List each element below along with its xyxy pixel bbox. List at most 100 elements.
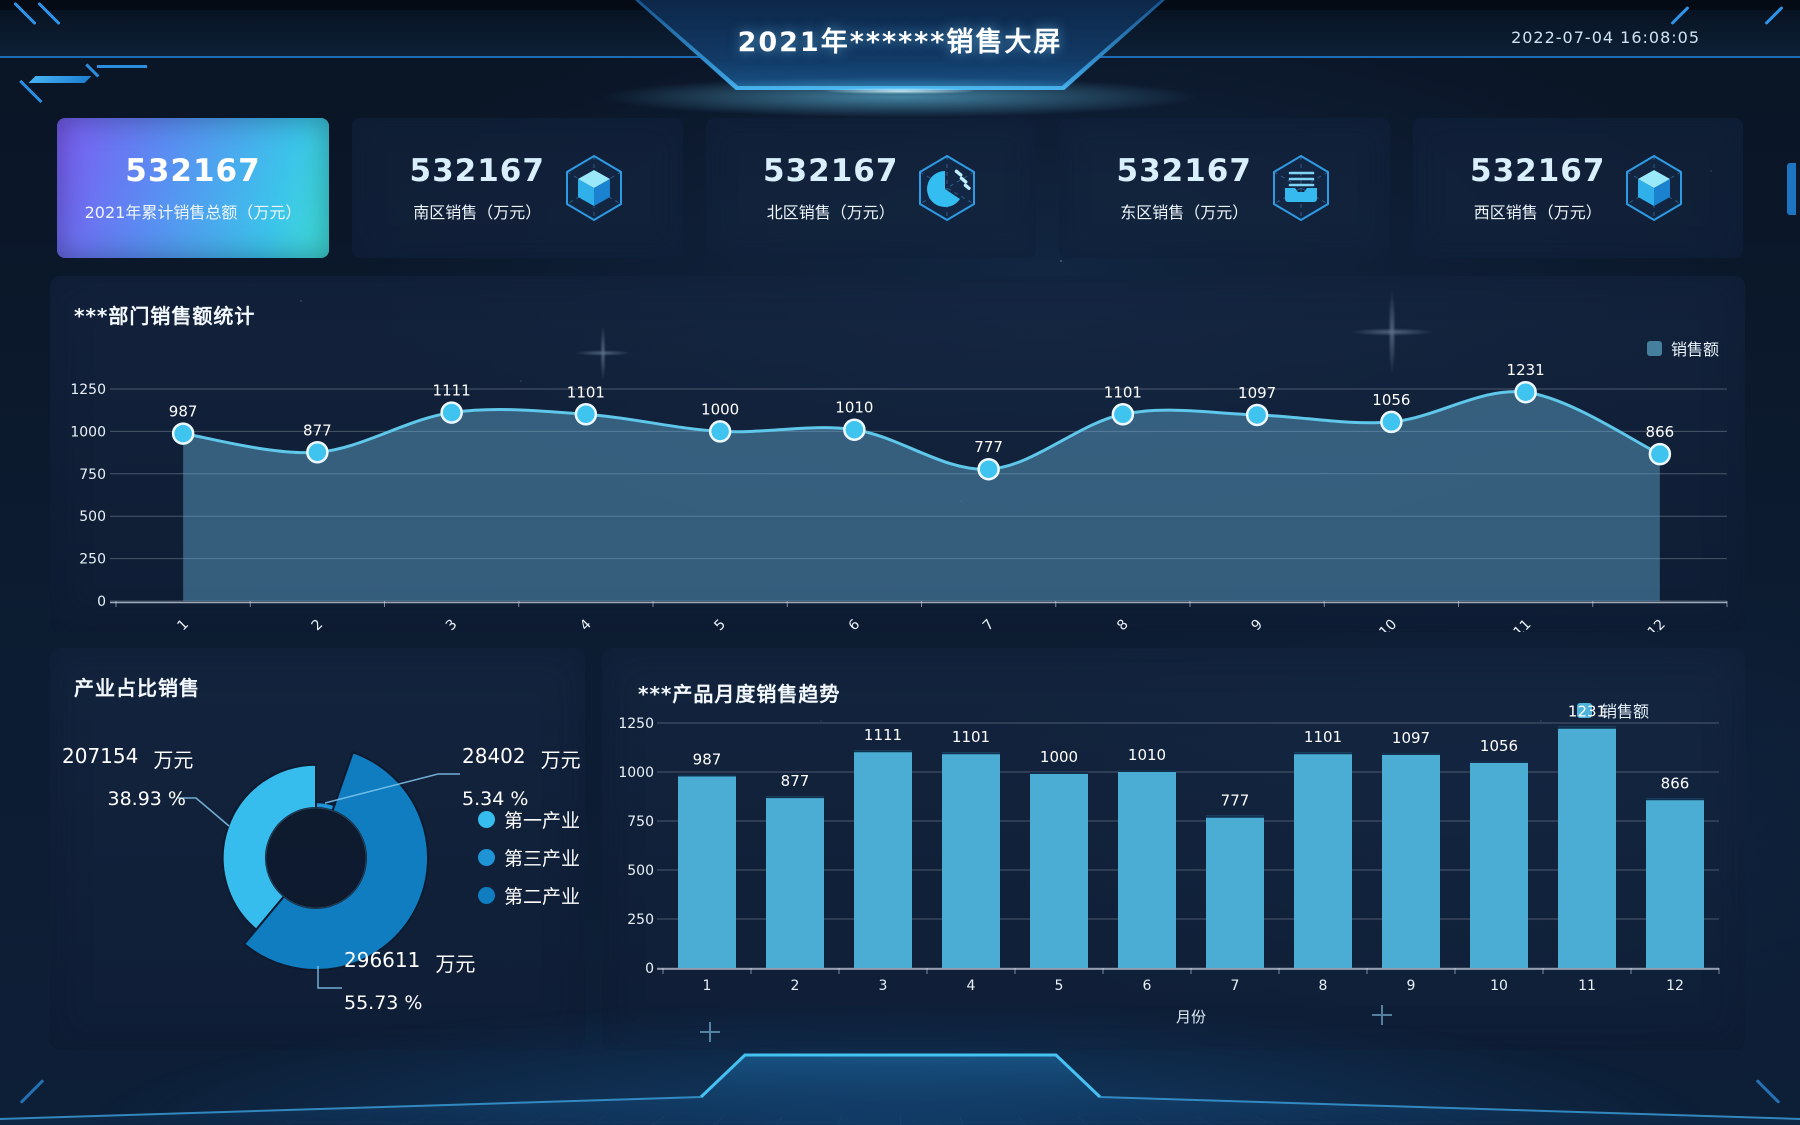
svg-text:12: 12 [1645, 617, 1669, 632]
svg-text:1000: 1000 [1040, 748, 1078, 766]
svg-text:6: 6 [1143, 978, 1152, 994]
svg-text:987: 987 [169, 403, 198, 421]
svg-text:877: 877 [303, 421, 332, 439]
stat-label: 北区销售（万元） [766, 203, 895, 222]
stat-card-west: 532167 西区销售（万元） [1412, 118, 1743, 258]
svg-text:2: 2 [791, 978, 800, 994]
stat-card-south: 532167 南区销售（万元） [352, 118, 683, 258]
pie-callout-left: 207154 万元 38.93 % [62, 744, 194, 810]
svg-text:777: 777 [1221, 792, 1250, 810]
callout-unit: 万元 [540, 748, 581, 772]
bar-chart-panel: ***产品月度销售趋势 销售额 0 250 500 750 1000 1250 987 1 87… [602, 648, 1745, 1050]
svg-text:11: 11 [1578, 978, 1596, 994]
left-accent-bar [28, 76, 92, 83]
cube-icon [1626, 154, 1683, 222]
svg-text:0: 0 [645, 961, 654, 977]
pie-chart-title: 产业占比销售 [74, 676, 200, 700]
svg-text:500: 500 [627, 863, 654, 879]
svg-text:750: 750 [79, 467, 106, 483]
svg-text:8: 8 [1319, 978, 1328, 994]
svg-text:3: 3 [443, 617, 461, 632]
svg-text:1: 1 [703, 978, 712, 994]
svg-text:1000: 1000 [618, 765, 654, 781]
svg-text:500: 500 [79, 509, 106, 525]
clock-timestamp: 2022-07-04 16:08:05 [1511, 28, 1700, 47]
right-edge-bracket [1787, 163, 1796, 215]
pie-legend-item[interactable]: 第二产业 [478, 882, 580, 909]
svg-text:1056: 1056 [1480, 737, 1518, 755]
stat-label: 2021年累计销售总额（万元） [84, 203, 302, 222]
pie-chart-canvas[interactable] [50, 648, 585, 1050]
svg-text:1000: 1000 [70, 424, 106, 440]
svg-text:1231: 1231 [1507, 361, 1545, 379]
svg-text:12: 12 [1666, 978, 1684, 994]
svg-text:1056: 1056 [1372, 391, 1410, 409]
svg-text:10: 10 [1376, 617, 1400, 632]
callout-percent: 55.73 % [344, 992, 423, 1014]
svg-text:9: 9 [1407, 978, 1416, 994]
callout-unit: 万元 [435, 952, 476, 976]
svg-text:250: 250 [79, 552, 106, 568]
pie-chart-panel: 产业占比销售 207154 万元 38.93 % 28402 万元 5.34 %… [50, 648, 585, 1050]
svg-text:1111: 1111 [433, 382, 471, 400]
svg-text:5: 5 [711, 617, 729, 632]
svg-text:866: 866 [1646, 423, 1675, 441]
stat-card-north: 532167 北区销售（万元） [705, 118, 1036, 258]
stat-value: 532167 [1116, 153, 1252, 189]
legend-dot [478, 887, 495, 904]
pie-callout-right: 28402 万元 5.34 % [462, 744, 581, 810]
svg-text:987: 987 [693, 751, 722, 769]
bottom-platform [0, 1053, 1800, 1125]
callout-percent: 5.34 % [462, 788, 529, 810]
legend-label: 销售额 [1600, 702, 1649, 721]
pie-legend: 第一产业 第三产业 第二产业 [478, 806, 580, 909]
svg-text:866: 866 [1661, 774, 1690, 792]
svg-text:11: 11 [1511, 617, 1535, 632]
line-chart-title: ***部门销售额统计 [74, 304, 256, 328]
stat-card-east: 532167 东区销售（万元） [1059, 118, 1390, 258]
left-accent-line [97, 65, 147, 68]
svg-text:4: 4 [577, 616, 595, 632]
callout-percent: 38.93 % [107, 788, 187, 810]
legend-label: 第三产业 [504, 848, 581, 870]
svg-text:6: 6 [846, 616, 864, 632]
tray-icon [1272, 154, 1329, 222]
title-trapezoid: 2021年******销售大屏 [639, 0, 1161, 86]
stat-label: 西区销售（万元） [1473, 203, 1602, 222]
legend-label: 第二产业 [504, 886, 581, 908]
line-chart-legend[interactable]: 销售额 [1646, 336, 1719, 360]
legend-dot [478, 811, 495, 828]
svg-text:1250: 1250 [618, 716, 654, 732]
plus-mark-icon [700, 1022, 720, 1042]
svg-text:4: 4 [967, 978, 976, 994]
svg-text:10: 10 [1490, 978, 1508, 994]
bar-chart-title: ***产品月度销售趋势 [638, 682, 841, 706]
svg-text:2: 2 [309, 617, 327, 632]
bar-chart-canvas[interactable]: 0250500750100012509871877211113110141000… [602, 648, 1745, 1050]
svg-text:1010: 1010 [1128, 746, 1166, 764]
stat-cards-row: 532167 2021年累计销售总额（万元） 532167 南区销售（万元） 5… [57, 118, 1743, 258]
stat-value: 532167 [125, 153, 261, 189]
svg-text:1101: 1101 [567, 383, 605, 401]
pie-legend-item[interactable]: 第一产业 [478, 806, 580, 833]
callout-value: 28402 [462, 744, 526, 768]
svg-text:1111: 1111 [864, 726, 902, 744]
callout-value: 207154 [62, 744, 139, 768]
svg-text:1101: 1101 [1304, 728, 1342, 746]
callout-unit: 万元 [153, 748, 194, 772]
svg-text:750: 750 [627, 814, 654, 830]
title-glow-core [825, 88, 975, 94]
stat-card-total: 532167 2021年累计销售总额（万元） [57, 118, 329, 258]
svg-text:5: 5 [1055, 978, 1064, 994]
svg-text:月份: 月份 [1176, 1008, 1206, 1026]
svg-text:1000: 1000 [701, 400, 739, 418]
legend-label: 销售额 [1670, 340, 1719, 359]
bar-chart-legend[interactable]: 销售额 [1576, 698, 1649, 722]
svg-text:3: 3 [879, 978, 888, 994]
left-accent-slash [19, 79, 43, 103]
plus-mark-icon [1372, 1005, 1392, 1025]
pie-legend-item[interactable]: 第三产业 [478, 844, 580, 871]
legend-label: 第一产业 [504, 810, 581, 832]
